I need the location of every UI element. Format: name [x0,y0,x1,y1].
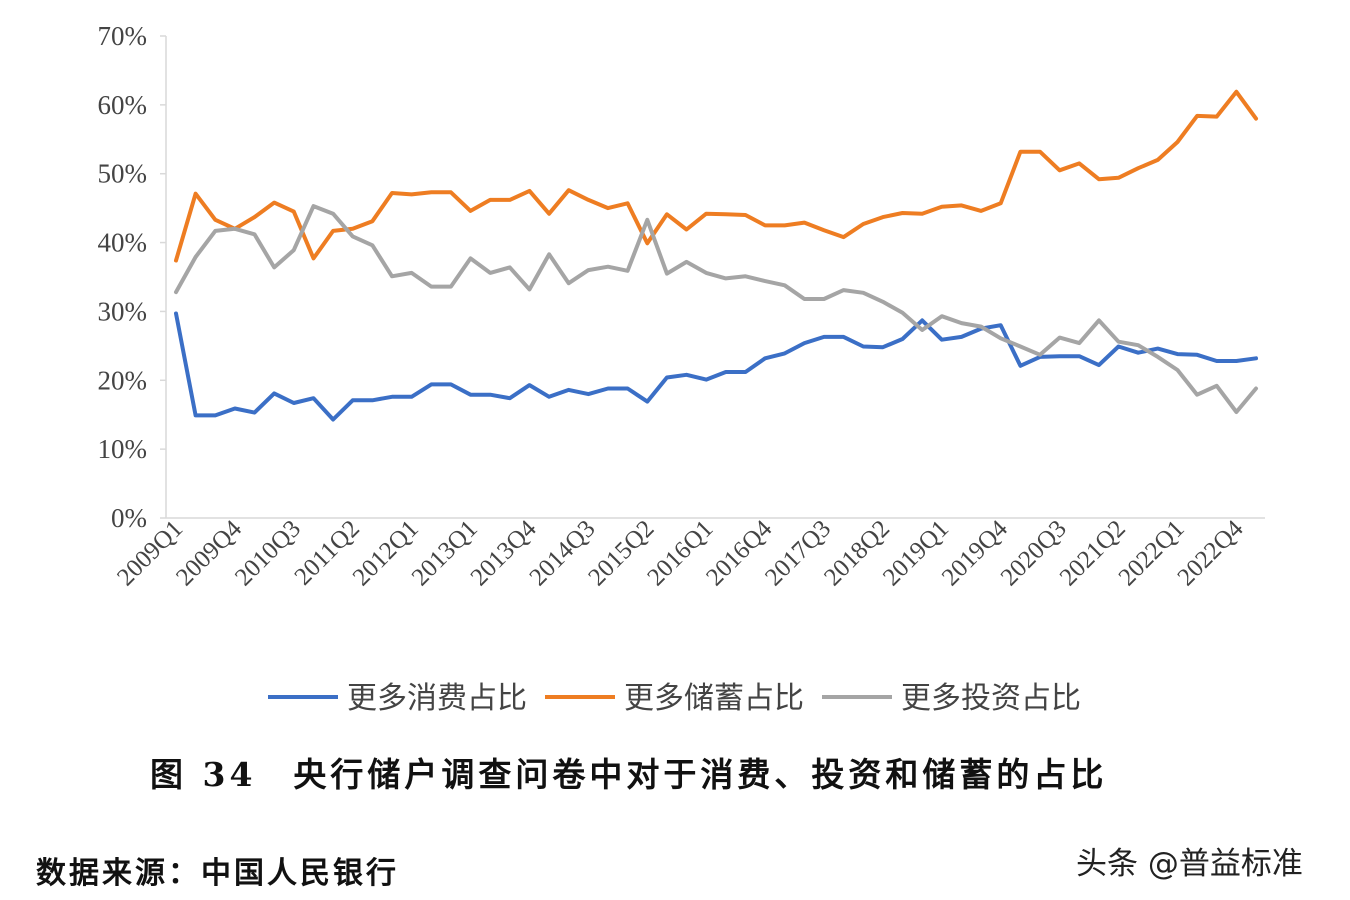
x-tick-label: 2017Q3 [760,515,836,591]
x-tick-label: 2016Q1 [642,515,718,591]
series-line-3 [174,204,1258,414]
x-tick-label: 2016Q4 [701,515,777,591]
legend-item: 更多储蓄占比 [545,681,804,716]
x-tick-label: 2018Q2 [819,515,895,591]
axes [160,35,1265,519]
x-tick-labels: 2009Q12009Q42010Q32011Q22012Q12013Q12013… [112,515,1249,591]
figure-caption: 图 34 央行储户调查问卷中对于消费、投资和储蓄的占比 [150,755,1108,794]
series-lines [174,89,1258,422]
x-tick-label: 2019Q4 [937,515,1013,591]
x-tick-label: 2014Q3 [525,515,601,591]
x-tick-label: 2020Q3 [996,515,1072,591]
y-tick-label: 40% [98,228,148,258]
legend-label: 更多投资占比 [901,681,1081,716]
x-tick-label: 2009Q4 [171,515,247,591]
data-source: 数据来源：中国人民银行 [36,856,399,891]
legend-item: 更多消费占比 [268,681,527,716]
legend-label: 更多消费占比 [347,681,527,716]
x-tick-label: 2015Q2 [583,515,659,591]
y-tick-label: 0% [111,503,147,533]
x-tick-label: 2022Q1 [1114,515,1190,591]
x-tick-label: 2013Q4 [466,515,542,591]
y-tick-label: 60% [98,90,148,120]
x-tick-label: 2022Q4 [1173,515,1249,591]
legend: 更多消费占比 更多储蓄占比 更多投资占比 [268,681,1081,716]
x-tick-label: 2019Q1 [878,515,954,591]
x-tick-label: 2021Q2 [1055,515,1131,591]
legend-label: 更多储蓄占比 [624,681,804,716]
series-line-1 [174,311,1258,422]
legend-item: 更多投资占比 [822,681,1081,716]
x-tick-label: 2012Q1 [348,515,424,591]
y-tick-label: 10% [98,434,148,464]
y-tick-label: 50% [98,159,148,189]
y-tick-labels: 0% 10% 20% 30% 40% 50% 60% 70% [98,21,148,533]
x-tick-label: 2013Q1 [407,515,483,591]
y-tick-label: 70% [98,21,148,51]
series-line-2 [174,89,1258,263]
watermark: 头条 @普益标准 [1076,846,1303,882]
y-tick-label: 20% [98,365,148,395]
x-tick-label: 2010Q3 [230,515,306,591]
y-tick-label: 30% [98,296,148,326]
